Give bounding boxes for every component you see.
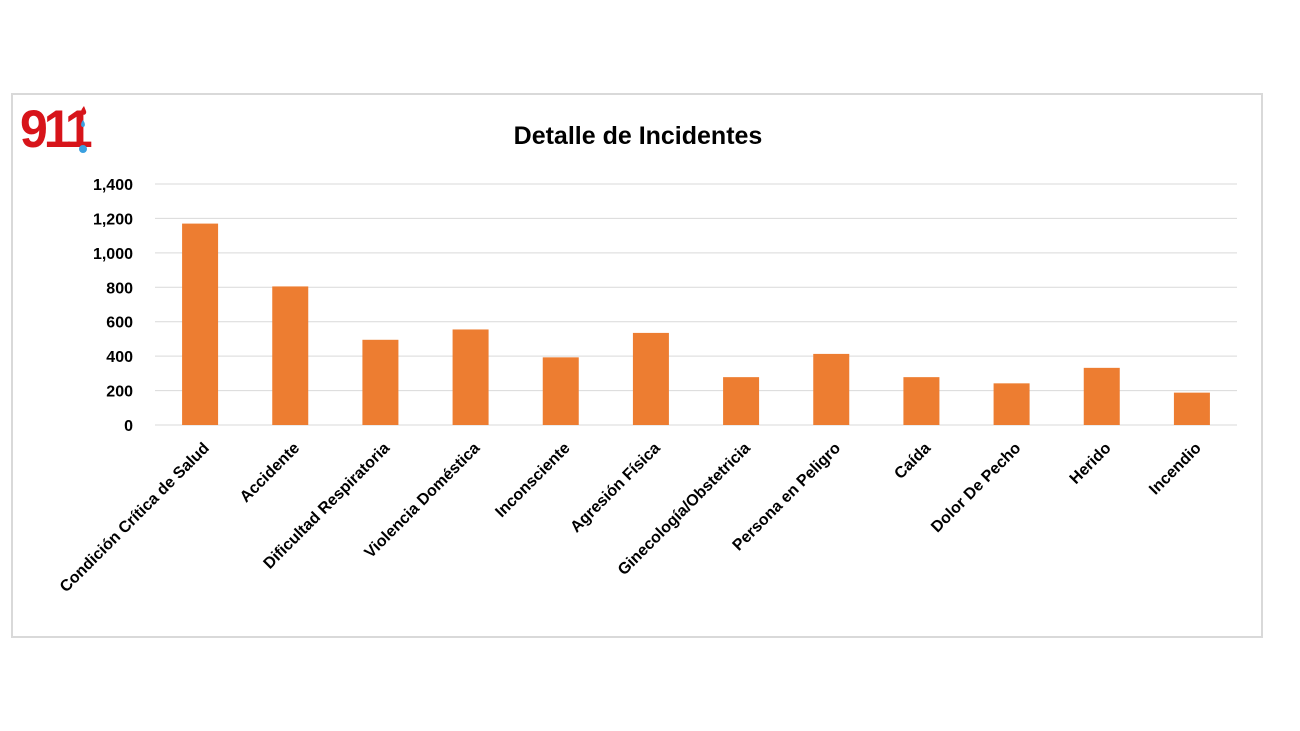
bar	[272, 286, 309, 425]
y-tick-label: 1,200	[93, 211, 133, 228]
y-tick-label: 400	[106, 349, 133, 366]
bar	[903, 377, 940, 425]
y-tick-label: 0	[124, 418, 133, 435]
x-axis-labels: Condición Crítica de Salud AccidenteDific…	[57, 440, 1205, 596]
gridlines	[155, 183, 1237, 426]
x-tick-label: Caída	[891, 440, 934, 483]
bar	[542, 357, 579, 425]
bar	[632, 332, 669, 425]
y-tick-label: 200	[106, 384, 133, 401]
y-tick-label: 1,000	[93, 246, 133, 263]
bar	[1083, 367, 1120, 425]
logo-icons	[79, 106, 87, 153]
bar	[182, 223, 219, 425]
logo-drop-icon	[80, 106, 87, 115]
bar	[362, 339, 399, 425]
logo-star-icon	[79, 145, 87, 153]
bar	[1173, 392, 1210, 425]
x-tick-label: Herido	[1067, 440, 1115, 488]
x-tick-label: Condición Crítica de Salud	[57, 440, 213, 596]
bar	[452, 329, 489, 425]
y-tick-label: 800	[106, 280, 133, 297]
bar	[993, 383, 1030, 425]
y-tick-label: 1,400	[93, 177, 133, 194]
x-tick-label: Inconsciente	[492, 440, 573, 521]
911-logo: 911	[20, 100, 95, 159]
chart-title: Detalle de Incidentes	[514, 122, 763, 150]
x-tick-label: Agresión Física	[567, 440, 663, 536]
x-tick-label: Dolor De Pecho	[928, 440, 1024, 536]
bar	[813, 353, 850, 425]
bars	[182, 223, 1210, 425]
x-tick-label: Accidente	[237, 440, 303, 506]
y-tick-label: 600	[106, 315, 133, 332]
y-axis-ticks: 0 200 400 600 800 1,000 1,200 1,400	[93, 177, 133, 435]
bar	[723, 377, 760, 425]
logo-drop-icon-blue	[81, 120, 85, 127]
x-tick-label: Incendio	[1146, 440, 1205, 499]
